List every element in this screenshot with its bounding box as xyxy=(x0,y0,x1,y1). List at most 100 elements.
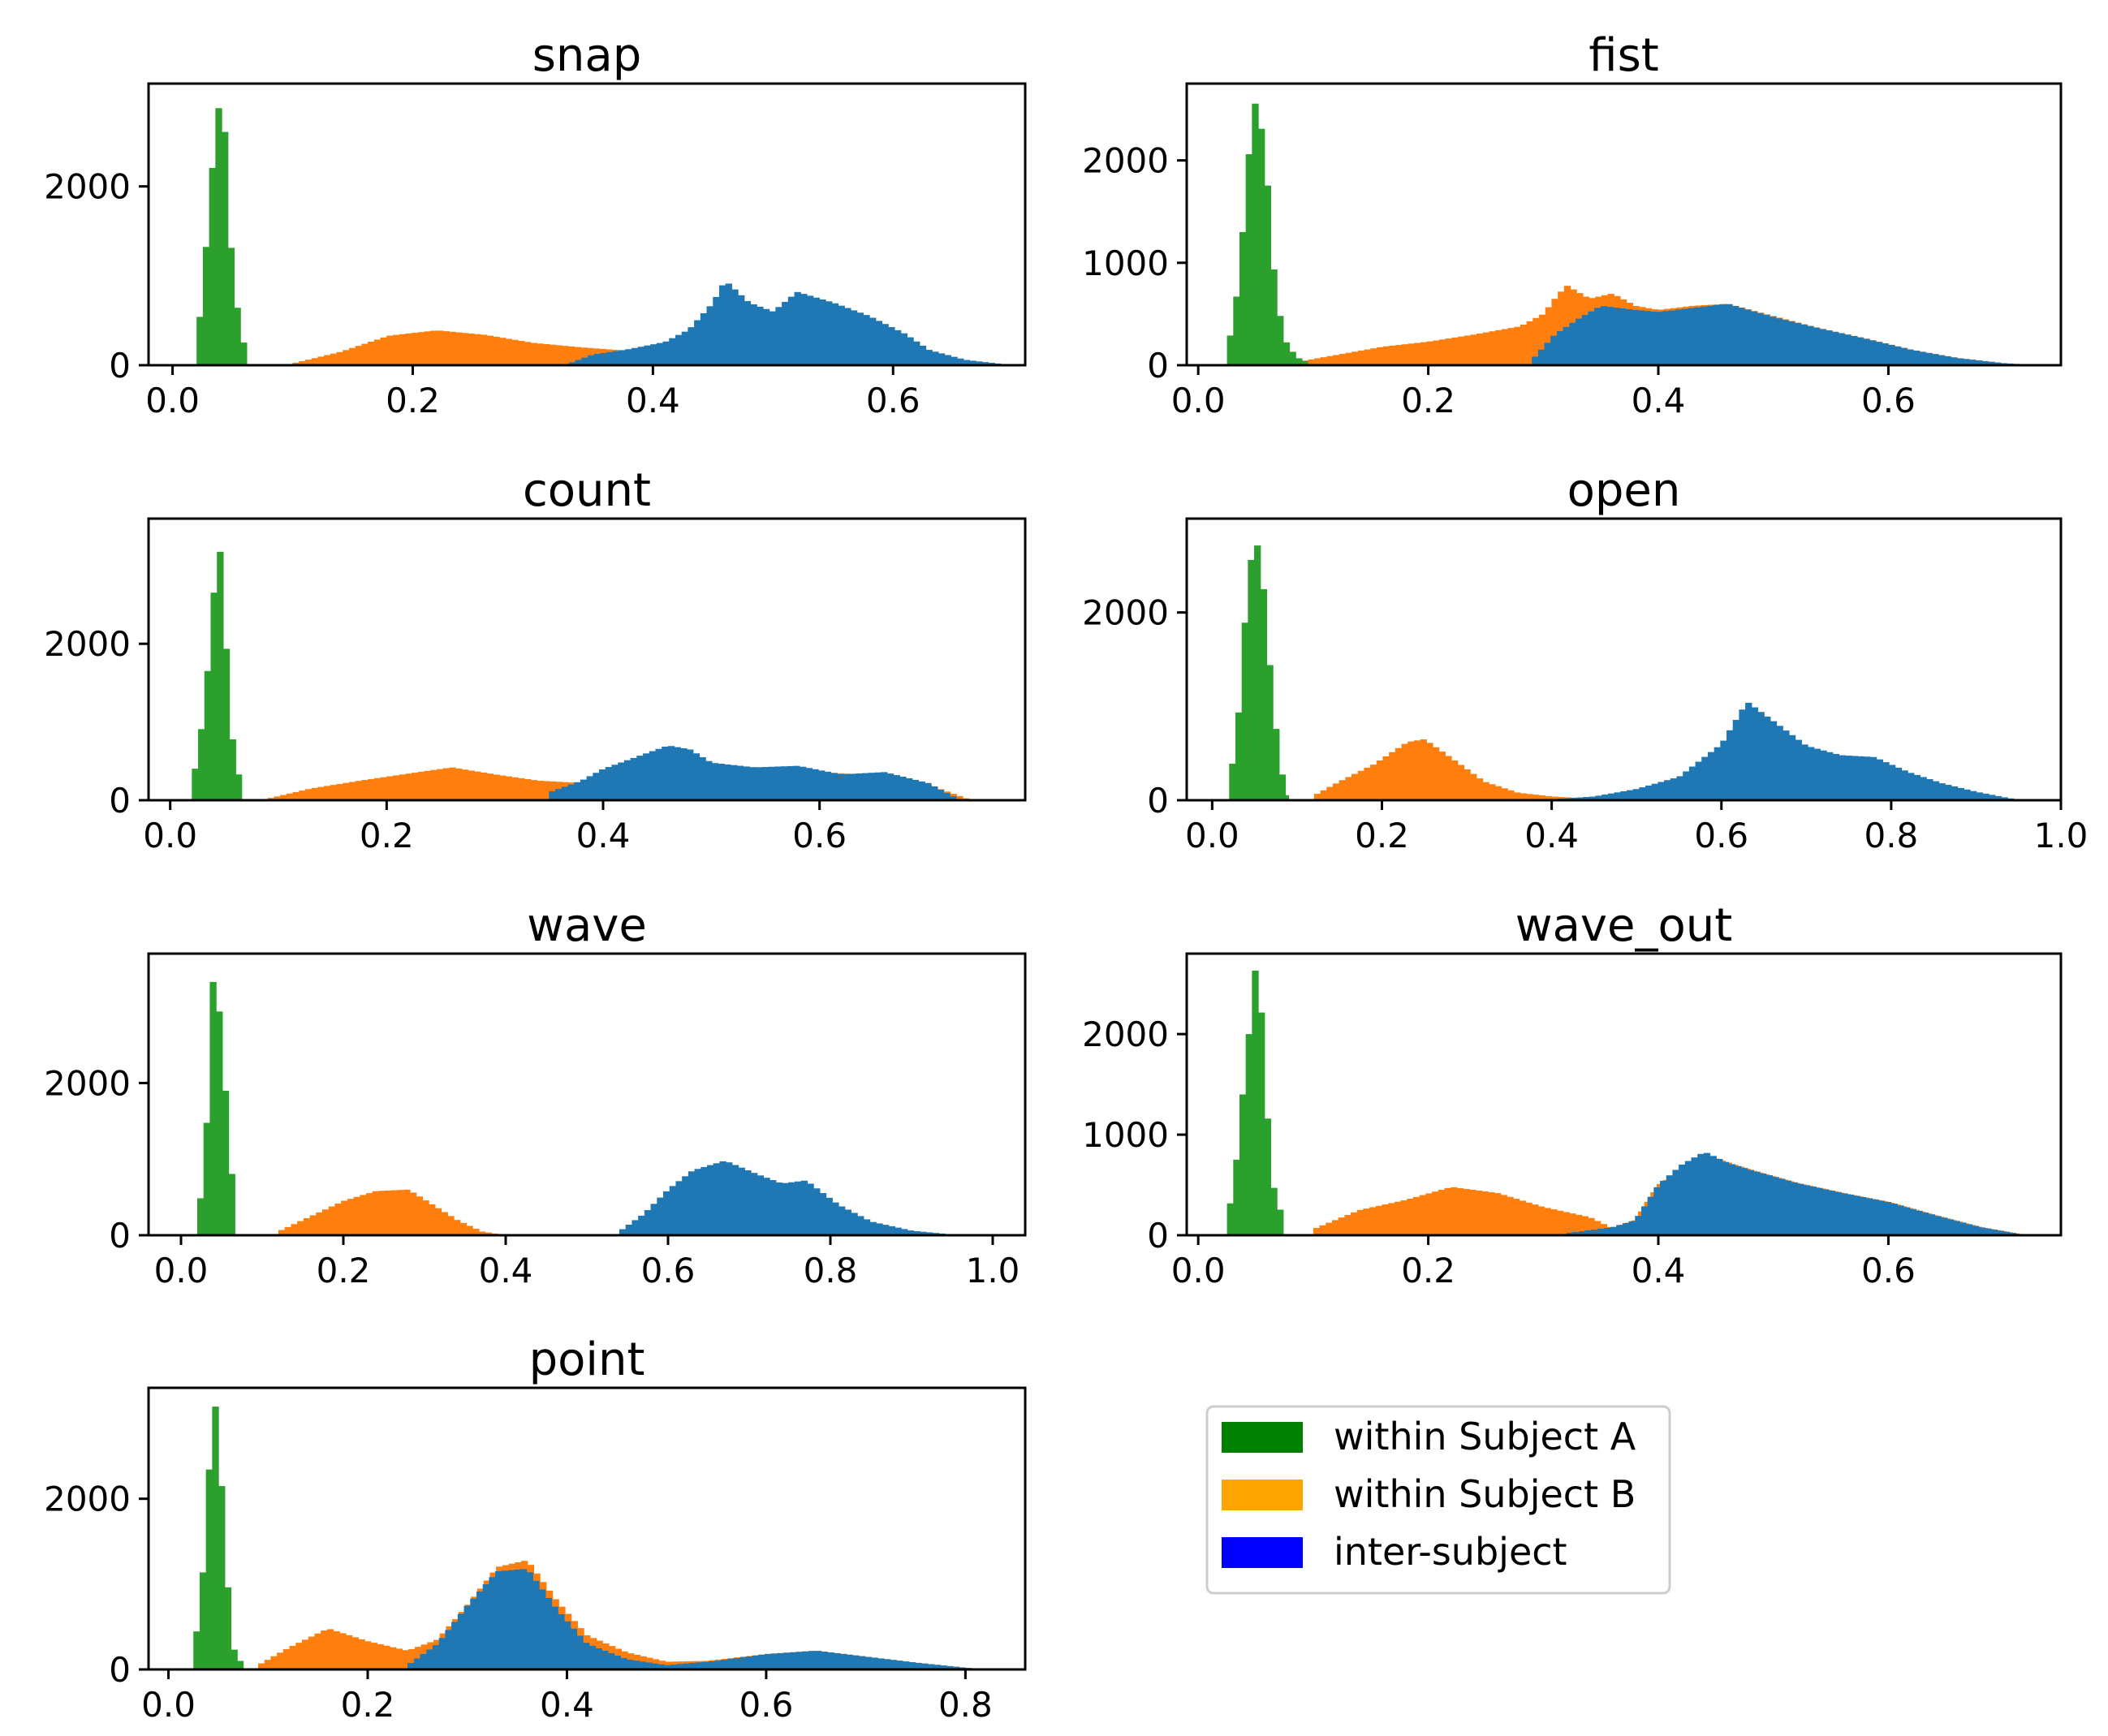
blue-bar xyxy=(1903,1207,1911,1235)
blue-series xyxy=(407,1569,985,1669)
blue-bar xyxy=(733,1658,740,1669)
blue-bar xyxy=(1760,1173,1767,1235)
blue-bar xyxy=(1778,1178,1786,1235)
blue-bar xyxy=(863,1219,871,1235)
blue-series xyxy=(1566,1152,2028,1235)
green-bar xyxy=(1278,774,1287,800)
x-tick-label: 0.0 xyxy=(1185,816,1239,855)
blue-bar xyxy=(1735,1165,1742,1235)
orange-bar xyxy=(333,1630,340,1669)
orange-bar xyxy=(1514,792,1521,800)
axes-frame xyxy=(1185,82,2063,367)
blue-bar xyxy=(787,765,794,800)
blue-bar xyxy=(1753,1171,1761,1235)
blue-bar xyxy=(906,778,913,800)
orange-bar xyxy=(1356,1209,1364,1235)
panel-title: point xyxy=(529,1333,645,1386)
orange-bar xyxy=(1563,286,1571,365)
orange-bar xyxy=(297,1221,304,1235)
blue-series xyxy=(1532,304,2038,365)
blue-bar xyxy=(757,306,764,365)
green-bar xyxy=(1295,358,1303,365)
orange-bar xyxy=(385,1190,392,1235)
blue-bar xyxy=(1806,325,1813,365)
blue-bar xyxy=(718,285,726,365)
orange-bar xyxy=(1331,1220,1339,1235)
orange-bar xyxy=(317,786,325,800)
blue-bar xyxy=(706,306,713,365)
blue-bar xyxy=(946,1665,953,1669)
orange-bar xyxy=(1420,342,1428,365)
orange-bar xyxy=(474,771,481,800)
blue-bar xyxy=(749,767,757,800)
blue-bar xyxy=(914,1662,922,1669)
orange-bar xyxy=(289,1645,296,1669)
orange-bar xyxy=(505,776,513,800)
blue-bar xyxy=(1978,1227,1985,1235)
orange-bar xyxy=(1369,1207,1377,1235)
orange-bar xyxy=(412,333,419,365)
blue-bar xyxy=(856,312,864,365)
green-bar xyxy=(1233,1159,1240,1235)
green-series xyxy=(197,981,235,1235)
blue-bar xyxy=(1945,785,1952,800)
orange-bar xyxy=(355,781,362,800)
blue-bar xyxy=(719,1161,726,1235)
green-bar xyxy=(197,1198,205,1235)
blue-bar xyxy=(724,764,731,800)
x-tick-label: 0.0 xyxy=(145,381,200,420)
orange-bar xyxy=(346,1635,353,1669)
orange-bar xyxy=(282,1648,291,1669)
blue-bar xyxy=(1532,356,1539,365)
blue-bar xyxy=(1853,1195,1860,1235)
blue-series xyxy=(619,1161,977,1235)
blue-bar xyxy=(888,1226,896,1235)
blue-bar xyxy=(1675,309,1683,365)
blue-bar xyxy=(894,330,902,365)
blue-bar xyxy=(1644,311,1651,365)
orange-bar xyxy=(355,346,362,365)
orange-bar xyxy=(399,334,406,365)
orange-bar xyxy=(1377,347,1384,365)
orange-bar xyxy=(1545,307,1553,365)
orange-bar xyxy=(511,339,519,365)
blue-bar xyxy=(1934,1216,1942,1235)
green-series xyxy=(196,108,248,366)
blue-bar xyxy=(981,362,989,365)
orange-bar xyxy=(442,331,450,365)
blue-bar xyxy=(1857,756,1864,800)
orange-bar xyxy=(1407,343,1415,365)
blue-bar xyxy=(826,1197,833,1235)
blue-bar xyxy=(1569,322,1576,365)
blue-bar xyxy=(769,311,776,365)
blue-bar xyxy=(1637,310,1645,365)
blue-bar xyxy=(1976,792,1984,800)
green-bar xyxy=(1258,128,1265,365)
blue-bar xyxy=(539,1589,546,1669)
orange-bar xyxy=(366,1193,373,1235)
orange-bar xyxy=(392,775,400,800)
blue-bar xyxy=(839,1653,847,1669)
blue-bar xyxy=(1616,1225,1623,1235)
blue-bar xyxy=(1726,730,1734,800)
blue-bar xyxy=(630,757,637,800)
blue-bar xyxy=(745,1656,752,1669)
orange-bar xyxy=(562,346,569,365)
blue-bar xyxy=(813,297,820,365)
orange-bar xyxy=(537,343,544,365)
orange-bar xyxy=(1308,359,1315,365)
blue-bar xyxy=(581,357,588,365)
blue-bar xyxy=(738,295,745,365)
blue-bar xyxy=(819,299,826,365)
blue-bar xyxy=(1895,767,1903,800)
blue-bar xyxy=(2001,797,2008,800)
orange-bar xyxy=(372,1191,380,1235)
x-tick-label: 0.6 xyxy=(1694,816,1748,855)
blue-bar xyxy=(736,765,744,800)
orange-bar xyxy=(1507,1196,1514,1235)
orange-bar xyxy=(1545,795,1552,800)
blue-bar xyxy=(558,1614,565,1669)
blue-bar xyxy=(794,291,801,365)
orange-bar xyxy=(480,334,488,365)
orange-bar xyxy=(378,1191,386,1235)
